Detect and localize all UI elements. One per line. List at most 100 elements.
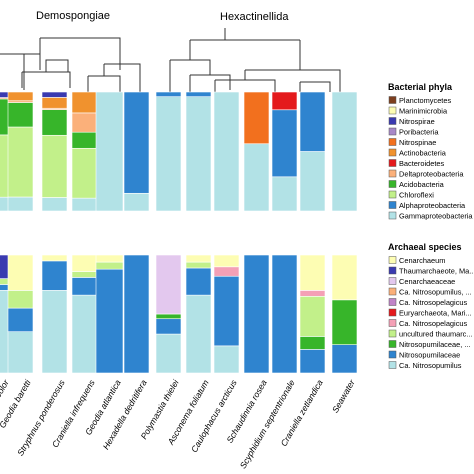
bar-segment-archaea-ca-nitrosopumilus-stryphnus-ponderosus (41, 290, 68, 374)
bacteria-legend-swatch-deltaproteobacteria (388, 169, 397, 178)
bar-segment-bacteria-actinobacteria-geodia-baretti (7, 91, 34, 102)
archaea-legend-label-ca-nitrosopumilus: Ca. Nitrosopumilus (399, 361, 462, 370)
archaea-legend-label-euryarchaeota-mari: Euryarchaeota, Mari... (399, 309, 472, 318)
bar-segment-bacteria-gammaproteobacteria-asconema-foliatum (185, 96, 212, 212)
archaea-legend-swatch-ca-nitrosopumilus (388, 287, 397, 296)
archaea-legend-label-cenarchaeaceae: Cenarchaeaceae (399, 277, 455, 286)
sample-label-seawater: Seawater (330, 377, 357, 414)
bar-segment-bacteria-actinobacteria-craniella-infrequens (71, 91, 98, 114)
bar-segment-archaea-cenarchaeum-asconema-foliatum (185, 254, 212, 263)
bar-segment-archaea-uncultured-thaumarc-geodia-baretti (7, 290, 34, 309)
bacteria-legend-label-marinimicrobia: Marinimicrobia (399, 107, 448, 116)
bacterial-phyla-panel (0, 91, 358, 212)
bar-segment-archaea-cenarchaeum-geodia-baretti (7, 254, 34, 291)
bacteria-legend-label-planctomycetes: Planctomycetes (399, 96, 451, 105)
archaea-legend-label-ca-nitrosopelagicus: Ca. Nitrosopelagicus (399, 319, 467, 328)
bar-segment-archaea-uncultured-thaumarc-asconema-foliatum (185, 261, 212, 269)
bar-segment-archaea-ca-nitrosopumilus-caulophacus-arcticus (213, 345, 240, 374)
bar-segment-archaea-nitrosopumilaceae-scyphidium-septentrionale (271, 254, 298, 374)
bacteria-legend-swatch-nitrospirae (388, 117, 397, 125)
bar-segment-archaea-ca-nitrosopelagicus-craniella-zetlandica (299, 290, 326, 297)
bacteria-legend-label-bacteroidetes: Bacteroidetes (399, 159, 444, 168)
bar-segment-bacteria-gammaproteobacteria-craniella-infrequens (71, 197, 98, 212)
bar-segment-bacteria-nitrospirae-stryphnus-ponderosus (41, 91, 68, 98)
bar-segment-bacteria-bacteroidetes-scyphidium-septentrionale (271, 91, 298, 111)
legend-title-archaeal: Archaeal species (388, 242, 462, 252)
archaea-legend-label-nitrosopumilaceae: Nitrosopumilaceae, ... (399, 340, 470, 349)
archaea-legend-swatch-ca-nitrosopelagicus (388, 298, 397, 306)
bacteria-legend-label-alphaproteobacteria: Alphaproteobacteria (399, 201, 466, 210)
bar-segment-archaea-cenarchaeum-seawater (331, 254, 358, 301)
bar-segment-archaea-cenarchaeum-craniella-infrequens (71, 254, 98, 272)
archaea-legend-label-nitrosopumilaceae: Nitrosopumilaceae (399, 351, 460, 360)
bar-segment-archaea-nitrosopumilaceae-geodia-baretti (7, 307, 34, 333)
archaeal-species-panel (0, 254, 358, 374)
bacteria-legend-label-chloroflexi: Chloroflexi (399, 191, 434, 200)
bar-segment-archaea-nitrosopumilaceae-seawater (331, 344, 358, 374)
bar-segment-bacteria-chloroflexi-craniella-infrequens (71, 147, 98, 199)
bar-segment-archaea-uncultured-thaumarc-craniella-zetlandica (299, 295, 326, 337)
bar-segment-archaea-ca-nitrosopumilus-polymastia-thielei (155, 333, 182, 374)
archaea-legend-swatch-euryarchaeota-mari (388, 308, 397, 317)
archaea-legend-swatch-nitrosopumilaceae (388, 350, 397, 359)
bar-segment-bacteria-gammaproteobacteria-caulophacus-arcticus (213, 91, 240, 212)
bar-segment-bacteria-alphaproteobacteria-craniella-zetlandica (299, 91, 326, 152)
archaea-legend-label-uncultured-thaumarc: uncultured thaumarc... (399, 330, 473, 339)
bar-segment-bacteria-gammaproteobacteria-scyphidium-septentrionale (271, 176, 298, 212)
bacteria-legend-swatch-chloroflexi (388, 190, 397, 199)
archaeal-legend: Cenarchaeum Thaumarchaeote, Ma...Cenarcha… (388, 256, 474, 370)
bar-segment-archaea-nitrosopumilaceae-polymastia-thielei (155, 318, 182, 335)
bar-segment-archaea-nitrosopumilaceae-schaudinnia-rosea (243, 254, 270, 374)
archaea-legend-swatch-cenarchaeaceae (388, 277, 397, 285)
bar-segment-archaea-uncultured-thaumarc-craniella-infrequens (71, 271, 98, 278)
archaea-legend-label-ca-nitrosopelagicus: Ca. Nitrosopelagicus (399, 298, 467, 307)
bacteria-legend-swatch-nitrospinae (388, 138, 397, 146)
bar-segment-archaea-nitrosopumilaceae-seawater (331, 299, 358, 345)
bar-segment-bacteria-gammaproteobacteria-stryphnus-ponderosus (41, 197, 68, 212)
bar-segment-archaea-nitrosopumilaceae-craniella-zetlandica (299, 349, 326, 374)
bacteria-legend-swatch-poribacteria (388, 127, 397, 136)
sample-label-scyphidium-septentrionale: Scyphidium septentrionale (238, 378, 297, 470)
bar-segment-archaea-ca-nitrosopumilus-asconema-foliatum (185, 294, 212, 374)
bar-segment-archaea-uncultured-thaumarc-geodia-atlantica (95, 261, 124, 270)
bar-segment-bacteria-acidobacteria-geodia-baretti (7, 102, 34, 128)
bacteria-legend-swatch-acidobacteria (388, 180, 397, 188)
bar-segment-archaea-nitrosopumilaceae-geodia-atlantica (95, 268, 124, 374)
bacteria-legend-label-deltaproteobacteria: Deltaproteobacteria (399, 170, 464, 179)
bacteria-legend-swatch-marinimicrobia (388, 106, 397, 115)
bacteria-legend-label-poribacteria: Poribacteria (399, 128, 439, 137)
bar-segment-archaea-nitrosopumilaceae-asconema-foliatum (185, 267, 212, 296)
bar-segment-archaea-cenarchaeaceae-polymastia-thielei (155, 254, 182, 315)
bar-segment-archaea-ca-nitrosopelagicus-caulophacus-arcticus (213, 266, 240, 277)
bar-segment-archaea-nitrosopumilaceae-craniella-zetlandica (299, 336, 326, 350)
archaea-legend-swatch-ca-nitrosopelagicus (388, 319, 397, 327)
archaea-legend-swatch-nitrosopumilaceae (388, 340, 397, 348)
bacteria-legend-label-acidobacteria: Acidobacteria (399, 180, 445, 189)
bacteria-legend-swatch-planctomycetes (388, 96, 397, 104)
bar-segment-archaea-cenarchaeum-geodia-atlantica (95, 254, 124, 263)
bar-segment-bacteria-gammaproteobacteria-hexadella-dedritifera (123, 192, 150, 212)
bar-segment-bacteria-gammaproteobacteria-schaudinnia-rosea (243, 143, 270, 212)
archaea-legend-label-ca-nitrosopumilus: Ca. Nitrosopumilus, ... (399, 288, 472, 297)
legend-title-bacterial: Bacterial phyla (388, 82, 453, 92)
bar-segment-bacteria-acidobacteria-craniella-infrequens (71, 131, 98, 149)
bar-segment-bacteria-nitrospinae-schaudinnia-rosea (243, 91, 270, 145)
bar-segment-bacteria-acidobacteria-stryphnus-ponderosus (41, 109, 68, 136)
archaea-legend-label-cenarchaeum: Cenarchaeum (399, 256, 445, 265)
bar-segment-archaea-nitrosopumilaceae-hexadella-dedritifera (123, 254, 150, 374)
bacteria-legend-swatch-alphaproteobacteria (388, 201, 397, 209)
bar-segment-archaea-nitrosopumilaceae-stryphnus-ponderosus (41, 260, 68, 291)
bar-segment-bacteria-deltaproteobacteria-craniella-infrequens (71, 112, 98, 133)
bar-segment-bacteria-alphaproteobacteria-scyphidium-septentrionale (271, 109, 298, 178)
bar-segment-bacteria-gammaproteobacteria-geodia-baretti (7, 196, 34, 212)
bacteria-legend-label-gammaproteobacteria: Gammaproteobacteria (399, 212, 473, 221)
clade-label-demospongiae: Demospongiae (36, 10, 110, 22)
archaea-legend-swatch-thaumarchaeote-ma (388, 266, 397, 275)
bar-segment-archaea-cenarchaeum-caulophacus-arcticus (213, 254, 240, 268)
bacteria-legend-swatch-gammaproteobacteria (388, 211, 397, 220)
bar-segment-archaea-ca-nitrosopumilus-craniella-infrequens (71, 294, 98, 374)
bacteria-legend-label-nitrospinae: Nitrospinae (399, 138, 436, 147)
bacteria-legend-swatch-actinobacteria (388, 148, 397, 157)
